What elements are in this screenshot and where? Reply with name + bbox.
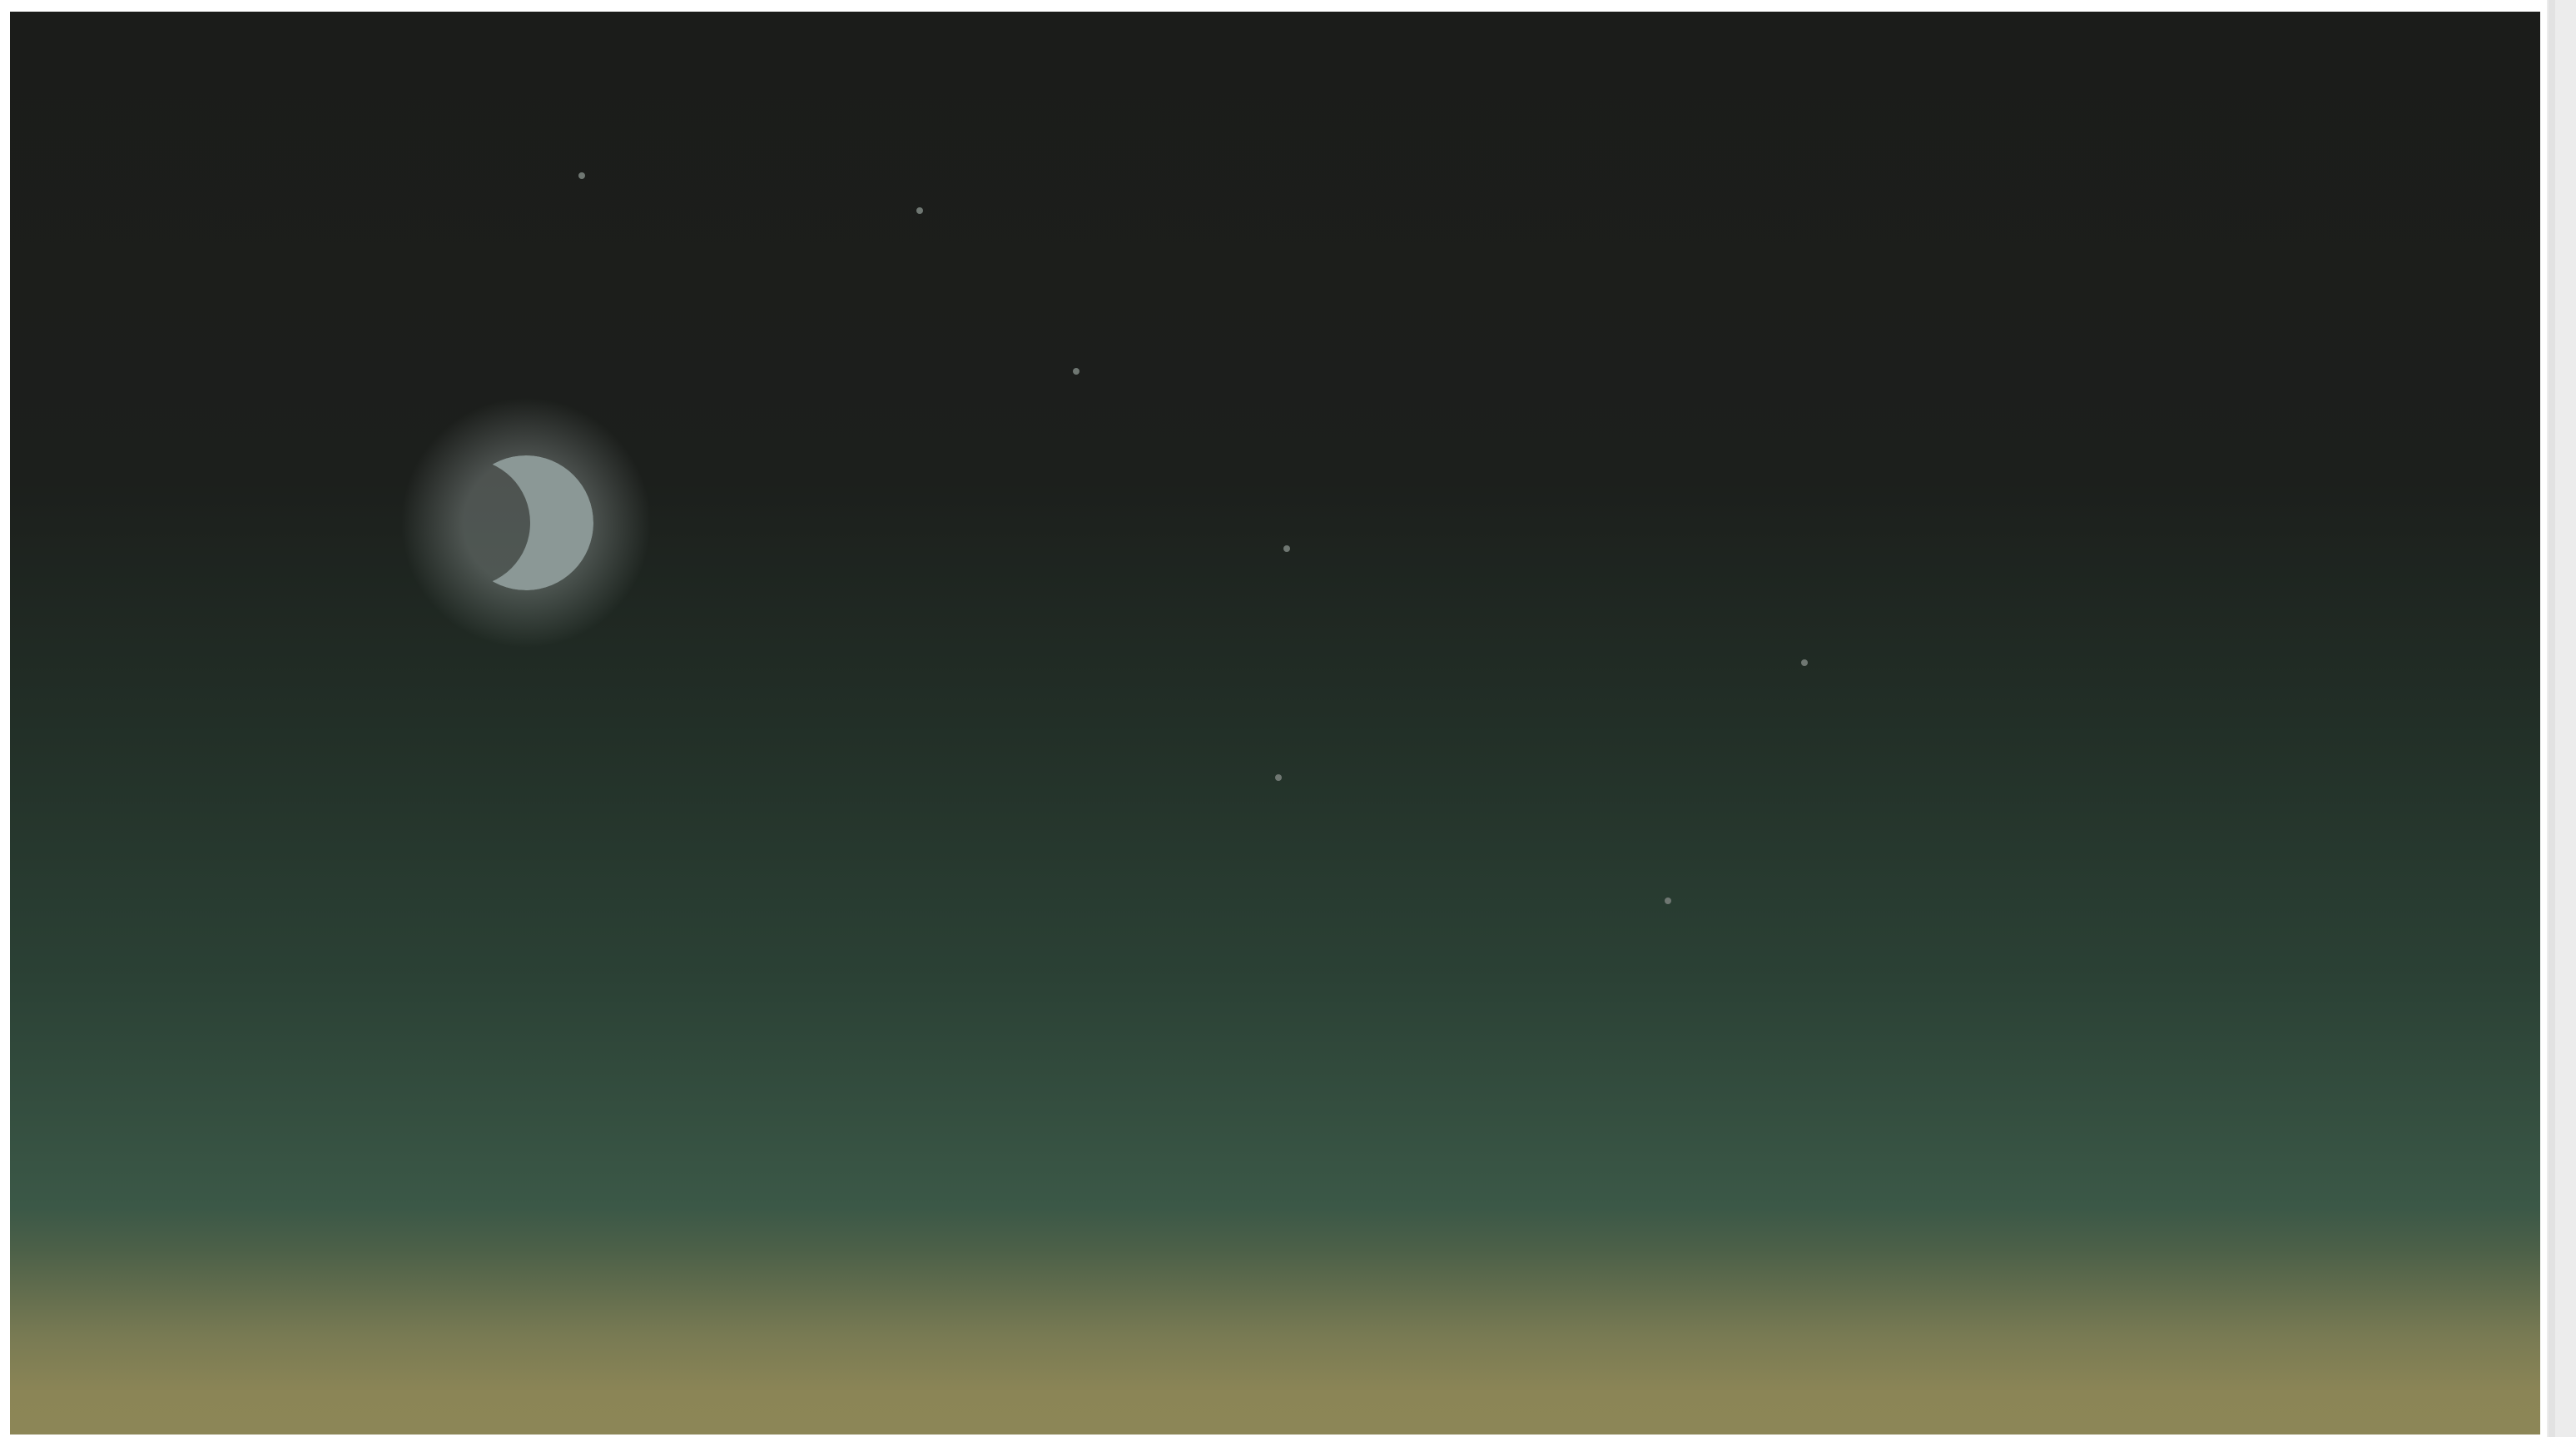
star [1801, 659, 1808, 666]
star [1283, 545, 1290, 552]
scrollbar-edge [2549, 0, 2555, 1437]
star [1073, 368, 1080, 375]
star [1665, 898, 1671, 904]
sky [10, 12, 2540, 1435]
stars [578, 172, 1808, 904]
star [1275, 774, 1282, 781]
star [578, 172, 585, 179]
star [916, 207, 923, 214]
moon [459, 455, 593, 590]
